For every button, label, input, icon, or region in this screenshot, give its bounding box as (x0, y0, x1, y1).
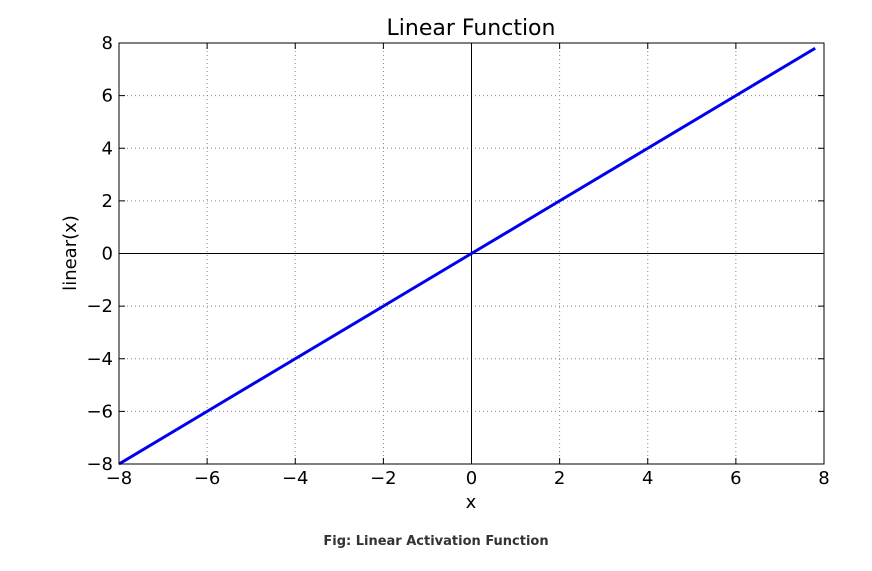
y-tick-label: −6 (86, 401, 113, 422)
x-tick-label: −2 (370, 468, 397, 489)
x-axis-label: x (466, 492, 477, 513)
y-tick-label: 4 (102, 138, 113, 159)
linear-function-chart: Linear Function −8 −6 −4 −2 0 2 4 6 8 −8 −6 −4 −2 0 2… (60, 16, 830, 513)
y-tick-label: −8 (86, 454, 113, 475)
y-tick-label: 8 (102, 33, 113, 54)
series-layer (118, 46, 816, 466)
y-tick-label: −2 (86, 296, 113, 317)
x-tick-label: −4 (282, 468, 309, 489)
x-tick-label: 6 (730, 468, 741, 489)
y-tick-label: −4 (86, 349, 113, 370)
x-tick-label: 8 (818, 468, 829, 489)
x-tick-label: −6 (194, 468, 221, 489)
x-tick-label: −8 (106, 468, 133, 489)
y-tick-label: 6 (102, 86, 113, 107)
y-tick-label: 2 (102, 191, 113, 212)
series-line-0 (118, 46, 816, 466)
x-ticks: −8 −6 −4 −2 0 2 4 6 8 (106, 43, 830, 489)
y-ticks: −8 −6 −4 −2 0 2 4 6 8 (86, 33, 824, 475)
chart-title: Linear Function (387, 16, 556, 41)
figure-caption: Fig: Linear Activation Function (323, 534, 549, 549)
x-tick-label: 2 (554, 468, 565, 489)
y-axis-label: linear(x) (60, 215, 81, 291)
y-tick-label: 0 (102, 244, 113, 265)
x-tick-label: 4 (642, 468, 653, 489)
x-tick-label: 0 (466, 468, 477, 489)
